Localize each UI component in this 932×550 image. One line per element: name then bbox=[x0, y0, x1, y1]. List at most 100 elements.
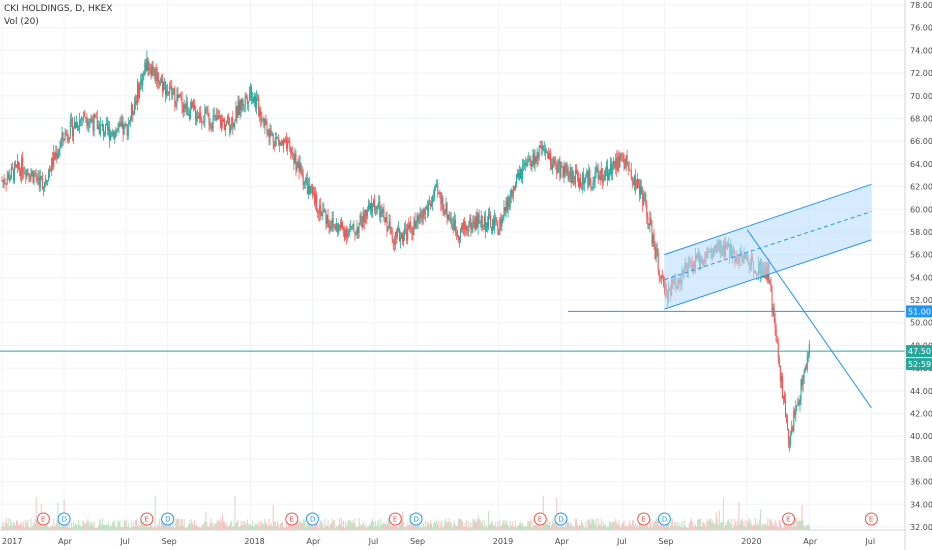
candle-body bbox=[301, 171, 303, 176]
volume-bar bbox=[157, 525, 159, 530]
candle-body bbox=[7, 173, 9, 179]
volume-bar bbox=[269, 525, 271, 530]
candle-body bbox=[661, 275, 663, 279]
candle-body bbox=[145, 62, 147, 72]
candle-body bbox=[386, 217, 388, 232]
volume-bar bbox=[288, 523, 290, 530]
candle-body bbox=[609, 173, 611, 175]
volume-bar bbox=[112, 521, 114, 530]
candle-body bbox=[154, 69, 156, 76]
volume-bar bbox=[721, 521, 723, 530]
volume-bar bbox=[38, 521, 40, 530]
volume-bar bbox=[69, 527, 71, 530]
volume-bar bbox=[611, 523, 613, 530]
candle-body bbox=[460, 228, 462, 238]
volume-bar bbox=[764, 523, 766, 530]
volume-bar bbox=[215, 523, 217, 530]
candle-body bbox=[69, 121, 71, 138]
volume-bar bbox=[261, 523, 263, 530]
price-axis[interactable]: 32.0034.0036.0038.0040.0042.0044.0046.00… bbox=[904, 0, 932, 550]
candle-body bbox=[100, 124, 102, 126]
volume-bar bbox=[176, 519, 178, 530]
volume-bar bbox=[360, 526, 362, 530]
candle-body bbox=[353, 224, 355, 233]
time-axis[interactable]: 2017 Apr Jul Sep 2018 Apr Jul Sep 2019 Apr Jul Sep 2… bbox=[0, 529, 905, 546]
candle-body bbox=[121, 121, 123, 127]
x-tick-label: Apr bbox=[803, 537, 818, 546]
candle-body bbox=[133, 103, 135, 114]
volume-bar bbox=[15, 520, 17, 530]
x-tick-label: 2018 bbox=[244, 537, 264, 546]
volume-bar bbox=[483, 519, 485, 530]
volume-bar bbox=[443, 525, 445, 530]
volume-bar bbox=[173, 526, 175, 530]
volume-bar bbox=[86, 520, 88, 530]
volume-bar bbox=[520, 522, 522, 530]
candle-body bbox=[536, 152, 538, 162]
volume-bar bbox=[351, 522, 353, 530]
volume-bar bbox=[49, 526, 51, 530]
candle-body bbox=[524, 162, 526, 166]
candle-body bbox=[807, 354, 809, 358]
volume-bar bbox=[198, 526, 200, 530]
candle-body bbox=[368, 205, 370, 209]
volume-bar bbox=[152, 527, 154, 530]
volume-bar bbox=[139, 526, 141, 530]
volume-bar bbox=[354, 518, 356, 530]
y-tick-label: 72.00 bbox=[910, 69, 932, 78]
drawings[interactable] bbox=[0, 183, 905, 409]
volume-bar bbox=[132, 522, 134, 530]
volume-bar bbox=[695, 526, 697, 530]
volume-bar bbox=[681, 521, 683, 530]
volume-bar bbox=[90, 521, 92, 530]
volume-bar bbox=[59, 522, 61, 530]
volume-bar bbox=[706, 518, 708, 530]
volume-bar bbox=[581, 519, 583, 530]
volume-bar bbox=[148, 527, 150, 530]
candle-body bbox=[53, 152, 55, 167]
volume-bar bbox=[54, 526, 56, 530]
volume-bar bbox=[129, 527, 131, 530]
volume-bar bbox=[558, 522, 560, 530]
volume-bar bbox=[236, 521, 238, 530]
candle-body bbox=[660, 275, 662, 277]
volume-bar bbox=[495, 522, 497, 530]
candle-body bbox=[111, 132, 113, 137]
volume-bar bbox=[553, 522, 555, 530]
volume-bar bbox=[71, 527, 73, 530]
candle-body bbox=[38, 178, 40, 188]
x-tick-label: Sep bbox=[162, 537, 177, 546]
candle-body bbox=[445, 203, 447, 212]
y-tick-label: 54.00 bbox=[910, 273, 932, 282]
candle-body bbox=[507, 196, 509, 211]
trend-line bbox=[746, 229, 872, 409]
candle-body bbox=[407, 224, 409, 241]
event-marker-E bbox=[533, 512, 547, 526]
candle-body bbox=[337, 225, 339, 233]
volume-bar bbox=[600, 519, 602, 530]
volume-bar bbox=[137, 526, 139, 530]
volume-bar bbox=[566, 518, 568, 530]
volume-bar bbox=[279, 523, 281, 530]
volume-bar bbox=[546, 519, 548, 530]
volume-bar bbox=[608, 526, 610, 530]
volume-bar bbox=[719, 522, 721, 530]
volume-bar bbox=[563, 527, 565, 530]
volume-bar bbox=[500, 526, 502, 530]
candle-body bbox=[483, 216, 485, 227]
volume-bar bbox=[52, 525, 54, 530]
candle-body bbox=[389, 221, 391, 228]
candle-body bbox=[379, 201, 381, 218]
candle-body bbox=[555, 163, 557, 165]
volume-bar bbox=[315, 520, 317, 530]
volume-bar bbox=[587, 519, 589, 530]
candle-body bbox=[575, 170, 577, 174]
candle-body bbox=[418, 216, 420, 222]
volume-bar bbox=[439, 527, 441, 530]
volume-bar bbox=[221, 514, 223, 530]
candle-body bbox=[270, 129, 272, 135]
candle-body bbox=[596, 167, 598, 169]
candle-body bbox=[85, 116, 87, 120]
